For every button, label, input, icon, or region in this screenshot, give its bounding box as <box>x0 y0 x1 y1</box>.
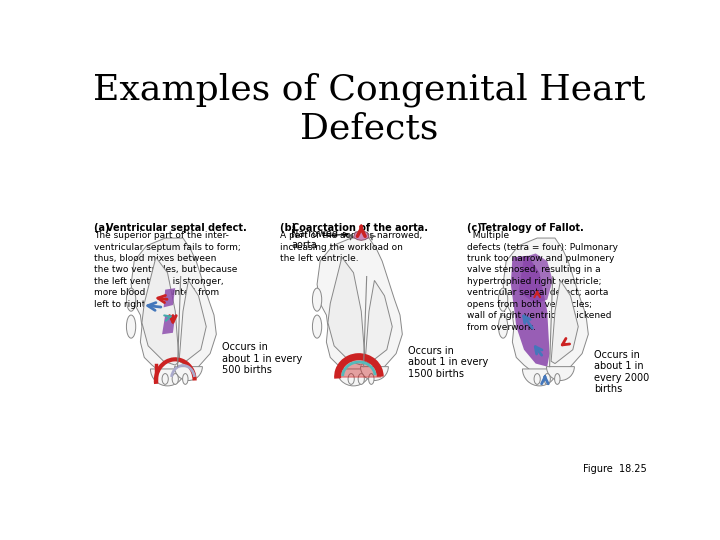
Polygon shape <box>179 280 206 363</box>
Polygon shape <box>503 238 588 379</box>
Wedge shape <box>336 369 371 386</box>
Ellipse shape <box>498 288 508 311</box>
Wedge shape <box>523 369 557 386</box>
Wedge shape <box>361 367 388 381</box>
Text: A part of the aorta is narrowed,
increasing the workload on
the left ventricle.: A part of the aorta is narrowed, increas… <box>280 231 422 263</box>
Wedge shape <box>546 367 575 381</box>
Text: (a): (a) <box>94 222 113 233</box>
Wedge shape <box>150 369 184 386</box>
Ellipse shape <box>534 374 540 384</box>
Text: Multiple
defects (tetra = four): Pulmonary
trunk too narrow and pulmonery
valve : Multiple defects (tetra = four): Pulmona… <box>467 231 618 332</box>
Text: (c): (c) <box>467 222 485 233</box>
Polygon shape <box>162 315 175 334</box>
Ellipse shape <box>369 374 374 384</box>
Polygon shape <box>131 238 216 379</box>
Polygon shape <box>551 280 578 363</box>
Polygon shape <box>510 256 549 367</box>
Ellipse shape <box>127 288 136 311</box>
Ellipse shape <box>127 315 136 338</box>
Polygon shape <box>328 257 365 365</box>
Text: Tetralogy of Fallot.: Tetralogy of Fallot. <box>480 222 584 233</box>
Ellipse shape <box>183 374 188 384</box>
Text: Coarctation of the aorta.: Coarctation of the aorta. <box>292 222 428 233</box>
Text: Occurs in
about 1 in every
1500 births: Occurs in about 1 in every 1500 births <box>408 346 488 379</box>
Ellipse shape <box>312 315 322 338</box>
Ellipse shape <box>348 374 354 384</box>
Text: Occurs in
about 1 in every
500 births: Occurs in about 1 in every 500 births <box>222 342 302 375</box>
Ellipse shape <box>554 374 560 384</box>
Polygon shape <box>317 238 402 379</box>
Ellipse shape <box>544 374 550 384</box>
Ellipse shape <box>312 288 322 311</box>
Text: Occurs in
about 1 in
every 2000
births: Occurs in about 1 in every 2000 births <box>594 350 649 395</box>
Text: (b): (b) <box>280 222 300 233</box>
Wedge shape <box>174 367 202 381</box>
Ellipse shape <box>358 374 364 384</box>
Polygon shape <box>142 257 179 365</box>
Ellipse shape <box>172 374 179 384</box>
Polygon shape <box>163 288 175 307</box>
Polygon shape <box>354 231 369 240</box>
Ellipse shape <box>498 315 508 338</box>
Text: Narrowed
aorta: Narrowed aorta <box>292 229 338 251</box>
Text: Ventricular septal defect.: Ventricular septal defect. <box>107 222 247 233</box>
Text: The superior part of the inter-
ventricular septum fails to form;
thus, blood mi: The superior part of the inter- ventricu… <box>94 231 240 309</box>
Ellipse shape <box>162 374 168 384</box>
Text: Examples of Congenital Heart
Defects: Examples of Congenital Heart Defects <box>93 72 645 145</box>
Polygon shape <box>518 253 553 303</box>
Polygon shape <box>365 280 392 363</box>
Text: Figure  18.25: Figure 18.25 <box>582 464 647 475</box>
